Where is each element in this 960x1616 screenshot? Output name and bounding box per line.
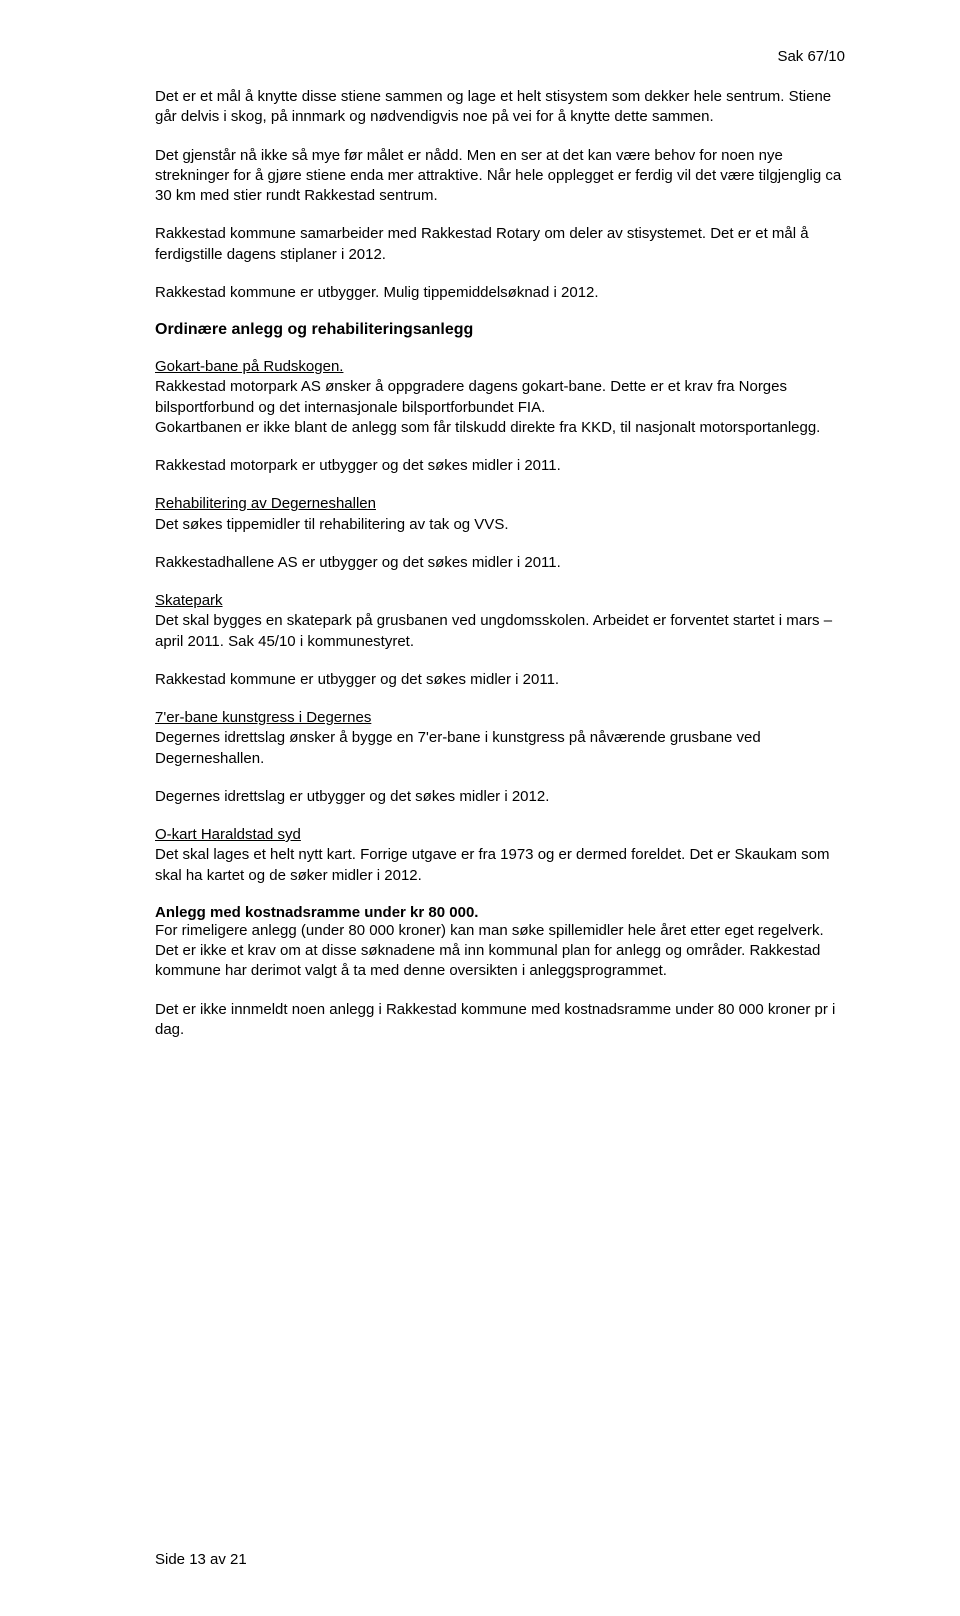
section-heading-anlegg: Anlegg med kostnadsramme under kr 80 000… bbox=[155, 904, 845, 921]
subheading-gokart: Gokart-bane på Rudskogen. bbox=[155, 357, 845, 377]
paragraph: For rimeligere anlegg (under 80 000 kron… bbox=[155, 921, 845, 982]
paragraph: Det gjenstår nå ikke så mye før målet er… bbox=[155, 146, 845, 207]
paragraph: Degernes idrettslag ønsker å bygge en 7'… bbox=[155, 728, 845, 769]
paragraph: Rakkestad motorpark er utbygger og det s… bbox=[155, 456, 845, 476]
subheading-7er-bane: 7'er-bane kunstgress i Degernes bbox=[155, 708, 845, 728]
paragraph: Degernes idrettslag er utbygger og det s… bbox=[155, 787, 845, 807]
paragraph: Det skal bygges en skatepark på grusbane… bbox=[155, 611, 845, 652]
section-heading-ordinaere: Ordinære anlegg og rehabiliteringsanlegg bbox=[155, 321, 845, 339]
paragraph: Det skal lages et helt nytt kart. Forrig… bbox=[155, 845, 845, 886]
paragraph: Rakkestad kommune er utbygger. Mulig tip… bbox=[155, 283, 845, 303]
subheading-skatepark: Skatepark bbox=[155, 591, 845, 611]
paragraph: Gokartbanen er ikke blant de anlegg som … bbox=[155, 418, 845, 438]
paragraph: Det søkes tippemidler til rehabilitering… bbox=[155, 515, 845, 535]
paragraph: Det er et mål å knytte disse stiene samm… bbox=[155, 87, 845, 128]
case-number: Sak 67/10 bbox=[155, 48, 845, 65]
paragraph: Rakkestadhallene AS er utbygger og det s… bbox=[155, 553, 845, 573]
subheading-rehab: Rehabilitering av Degerneshallen bbox=[155, 494, 845, 514]
paragraph: Det er ikke innmeldt noen anlegg i Rakke… bbox=[155, 1000, 845, 1041]
subheading-okart: O-kart Haraldstad syd bbox=[155, 825, 845, 845]
paragraph: Rakkestad kommune samarbeider med Rakkes… bbox=[155, 224, 845, 265]
paragraph: Rakkestad motorpark AS ønsker å oppgrade… bbox=[155, 377, 845, 418]
paragraph: Rakkestad kommune er utbygger og det søk… bbox=[155, 670, 845, 690]
document-page: Sak 67/10 Det er et mål å knytte disse s… bbox=[0, 0, 960, 1098]
page-footer: Side 13 av 21 bbox=[155, 1551, 247, 1568]
